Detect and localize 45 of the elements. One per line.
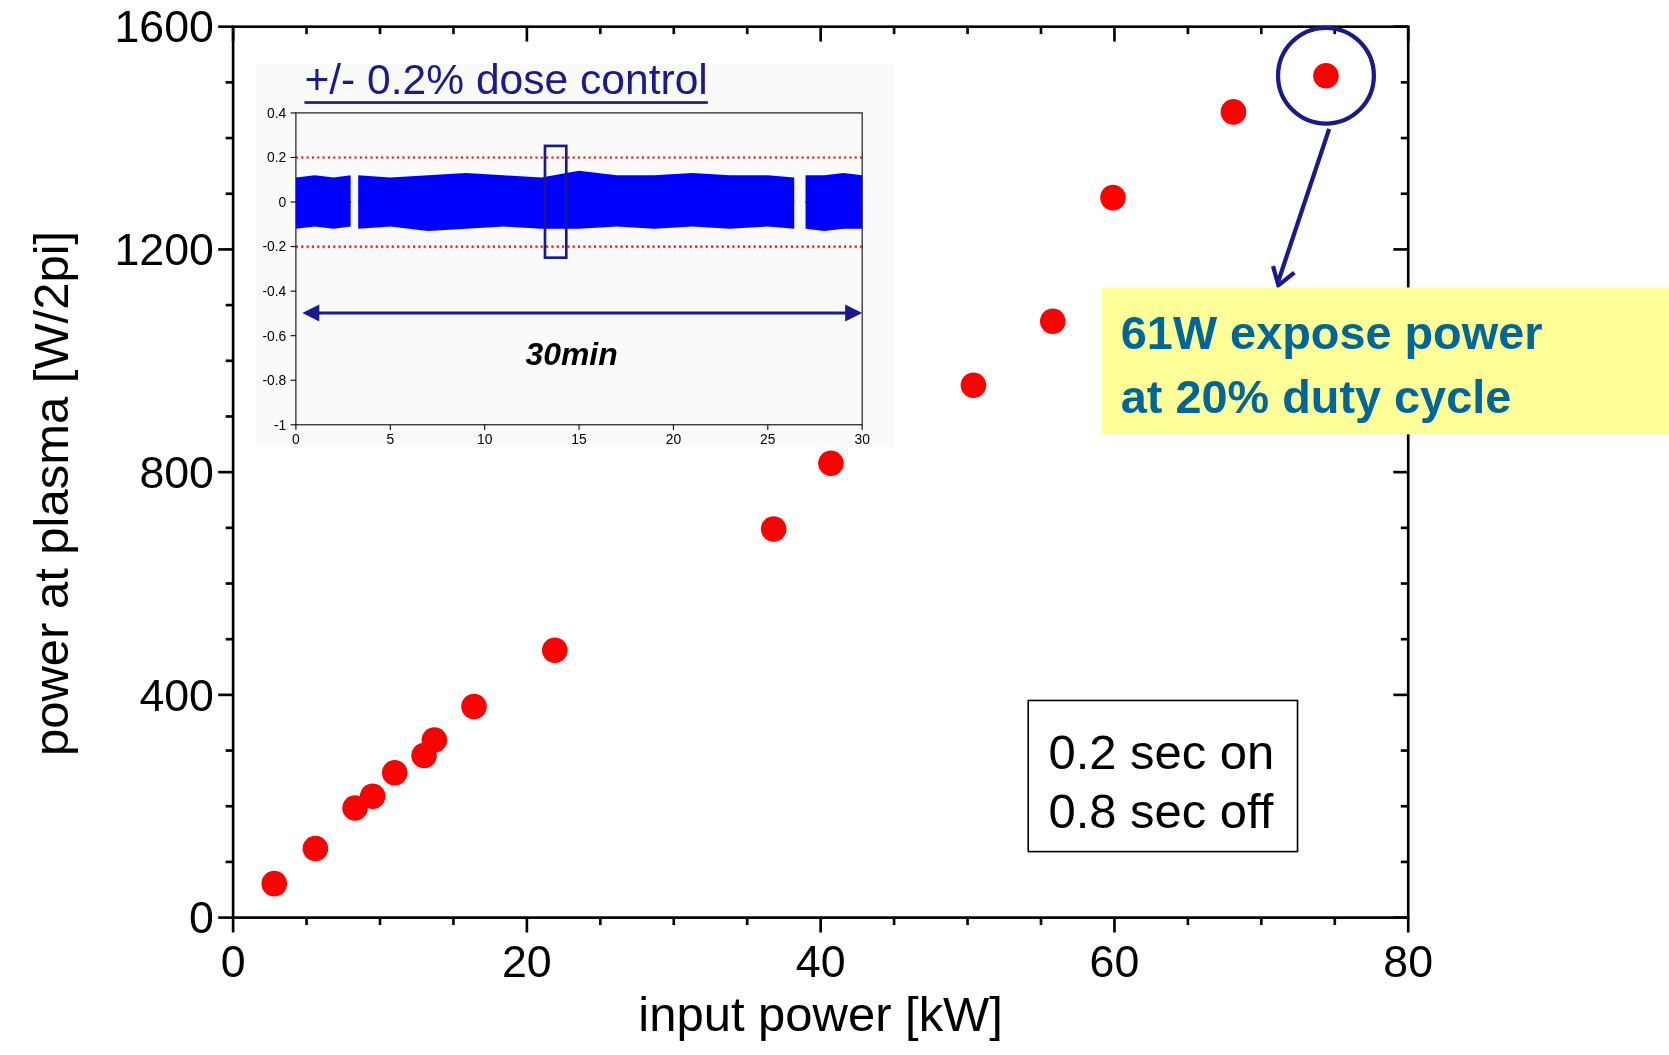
point (542, 637, 568, 664)
x-axis-title: input power [kW] (638, 986, 1003, 1041)
y-tick-label: 400 (139, 670, 214, 720)
point (1220, 99, 1247, 125)
point (818, 450, 844, 477)
point (381, 760, 408, 786)
x-tick-label: 25 (760, 430, 776, 447)
x-tick-label: 10 (476, 430, 493, 447)
annotation: 61W expose power at 20% duty cycle (1120, 307, 1543, 424)
point (261, 870, 288, 897)
annotation: 30min (525, 336, 618, 373)
x-tick-label: 60 (1089, 937, 1140, 987)
y-tick-label: 0.2 (267, 149, 287, 166)
point (342, 795, 368, 821)
y-tick-label: -1 (274, 416, 287, 433)
y-axis-title: power at plasma [W/2pi] (24, 230, 79, 756)
y-tick-label: 0 (278, 193, 287, 210)
y-tick-label: -0.4 (262, 282, 287, 299)
y-tick-label: -0.2 (262, 238, 287, 255)
point (760, 516, 787, 542)
y-tick-label: 1200 (114, 225, 214, 275)
point (1100, 184, 1126, 211)
x-tick-label: 80 (1383, 937, 1434, 987)
x-tick-label: 0 (292, 430, 301, 447)
x-tick-label: 0 (220, 937, 246, 987)
x-tick-label: 5 (386, 430, 395, 447)
y-tick-label: 1600 (114, 2, 214, 52)
point (1039, 308, 1066, 335)
point (960, 372, 987, 399)
y-tick-label: -0.6 (262, 327, 287, 344)
annotation: 0.2 sec on 0.8 sec off (1048, 724, 1275, 839)
y-tick-label: -0.8 (262, 372, 287, 389)
point (302, 835, 329, 862)
x-tick-label: 15 (571, 430, 588, 447)
x-tick-label: 20 (502, 937, 552, 987)
x-tick-label: 30 (854, 430, 871, 447)
point (359, 783, 386, 809)
point (461, 693, 487, 720)
y-tick-label: 0.4 (267, 104, 287, 121)
x-tick-label: 40 (795, 937, 846, 987)
y-tick-label: 0 (189, 893, 214, 943)
point (421, 727, 448, 753)
chart-title: +/- 0.2% dose control (304, 54, 708, 103)
y-tick-label: 800 (139, 447, 214, 497)
x-tick-label: 20 (665, 430, 682, 447)
